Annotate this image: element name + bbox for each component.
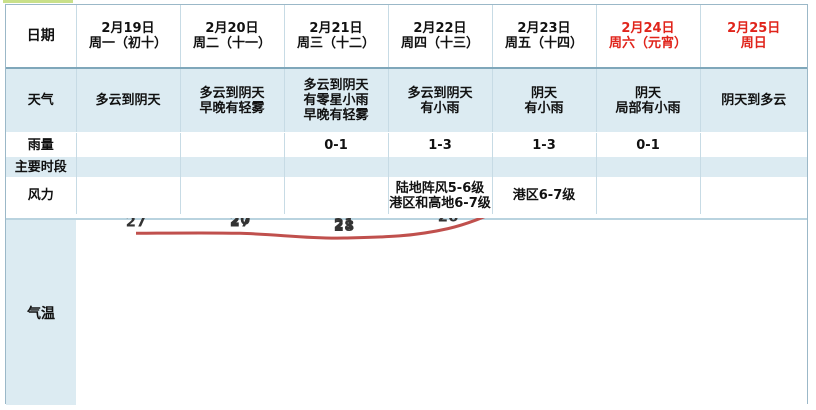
weather-text: 有零星小雨 — [303, 93, 369, 108]
main-time-cell — [284, 157, 389, 177]
rain-cell: 1-3 — [388, 132, 493, 157]
forecast-panel: 日期 2月19日 周一（初十） 2月20日 周二（十一） 2月21日 周三（十二） 2月22… — [5, 4, 808, 405]
top-accent-bar — [3, 0, 73, 3]
date-text: 2月23日 — [517, 21, 571, 36]
row-label-weather: 天气 — [6, 68, 77, 133]
weather-cell: 多云到阴天 有小雨 — [388, 68, 493, 133]
weather-text: 阴天到多云 — [721, 93, 787, 108]
weekday-text: 周四（十三） — [400, 36, 479, 51]
weather-cell: 阴天 有小雨 — [492, 68, 597, 133]
date-cell: 2月21日 周三（十二） — [284, 5, 389, 69]
rain-cell — [76, 132, 181, 157]
weather-text: 多云到阴天 — [199, 85, 265, 101]
rain-cell — [180, 132, 285, 157]
wind-text: 陆地阵风5-6级 — [395, 180, 485, 196]
weather-text: 有小雨 — [420, 100, 460, 116]
date-text: 2月19日 — [101, 21, 155, 36]
weather-cell: 多云到阴天 有零星小雨 早晚有轻雾 — [284, 68, 389, 133]
wind-text: 港区6-7级 — [512, 188, 576, 203]
date-row: 日期 2月19日 周一（初十） 2月20日 周二（十一） 2月21日 周三（十二） 2月22… — [6, 5, 807, 69]
forecast-table: 日期 2月19日 周一（初十） 2月20日 周二（十一） 2月21日 周三（十二） 2月22… — [6, 5, 807, 214]
rain-row: 雨量 0-1 1-3 1-3 0-1 — [6, 132, 807, 157]
wind-cell — [76, 177, 181, 214]
rain-cell: 1-3 — [492, 132, 597, 157]
weekday-text: 周三（十二） — [296, 36, 375, 51]
row-label-rain: 雨量 — [6, 132, 77, 157]
weekday-text: 周日 — [740, 36, 767, 51]
rain-cell: 0-1 — [284, 132, 389, 157]
wind-cell — [700, 177, 807, 214]
wind-text: 港区和高地6-7级 — [389, 195, 491, 211]
temperature-chart: 2727282618 (15)1515202118121211 — [126, 218, 486, 240]
weather-cell: 多云到阴天 — [76, 68, 181, 133]
weather-cell: 阴天 局部有小雨 — [596, 68, 701, 133]
main-time-cell — [492, 157, 597, 177]
rain-cell — [700, 132, 807, 157]
weather-row: 天气 多云到阴天 多云到阴天 早晚有轻雾 多云到阴天 有零星小雨 早晚有轻雾 多云到阴天 有小… — [6, 68, 807, 133]
weather-text: 早晚有轻雾 — [199, 100, 265, 116]
main-time-cell — [700, 157, 807, 177]
weather-text: 阴天 — [634, 85, 661, 101]
low-temp-label: 21 — [334, 218, 355, 233]
weekday-text: 周一（初十） — [88, 36, 167, 51]
date-cell: 2月24日 周六（元宵） — [596, 5, 701, 69]
wind-row: 风力 陆地阵风5-6级 港区和高地6-7级 港区6-7级 — [6, 177, 807, 214]
high-temp-label: 26 — [438, 218, 459, 226]
date-cell: 2月20日 周二（十一） — [180, 5, 285, 69]
date-cell: 2月22日 周四（十三） — [388, 5, 493, 69]
date-cell: 2月25日 周日 — [700, 5, 807, 69]
row-label-main-time: 主要时段 — [6, 157, 77, 177]
rain-cell: 0-1 — [596, 132, 701, 157]
weather-text: 早晚有轻雾 — [303, 108, 369, 123]
temperature-area: 气温 — [6, 218, 807, 405]
high-temp-label: 27 — [126, 218, 147, 230]
main-time-cell — [388, 157, 493, 177]
date-text: 2月25日 — [727, 21, 781, 36]
main-time-cell — [76, 157, 181, 177]
date-text: 2月24日 — [621, 21, 675, 36]
wind-cell: 陆地阵风5-6级 港区和高地6-7级 — [388, 177, 493, 214]
weekday-text: 周二（十一） — [192, 36, 271, 51]
high-temp-label: 28 — [334, 218, 355, 235]
row-label-date: 日期 — [6, 5, 77, 69]
main-time-row: 主要时段 — [6, 157, 807, 177]
date-text: 2月22日 — [413, 21, 467, 36]
weather-text: 有小雨 — [524, 100, 564, 116]
weekday-text: 周六（元宵） — [608, 36, 687, 51]
weather-text: 多云到阴天 — [407, 85, 473, 101]
date-cell: 2月19日 周一（初十） — [76, 5, 181, 69]
low-temp-label: 18 — [438, 218, 459, 219]
high-temp-line — [135, 218, 486, 240]
high-temp-label: 27 — [230, 218, 251, 230]
weather-cell: 多云到阴天 早晚有轻雾 — [180, 68, 285, 133]
wind-cell — [596, 177, 701, 214]
wind-cell — [284, 177, 389, 214]
wind-cell — [180, 177, 285, 214]
row-label-wind: 风力 — [6, 177, 77, 214]
row-label-temp: 气温 — [6, 220, 76, 405]
main-time-cell — [596, 157, 701, 177]
weather-text: 局部有小雨 — [615, 100, 681, 116]
date-text: 2月20日 — [205, 21, 259, 36]
weather-text: 阴天 — [530, 85, 557, 101]
weather-cell: 阴天到多云 — [700, 68, 807, 133]
weekday-text: 周五（十四） — [504, 36, 583, 51]
date-cell: 2月23日 周五（十四） — [492, 5, 597, 69]
main-time-cell — [180, 157, 285, 177]
weather-text: 多云到阴天 — [95, 93, 161, 108]
date-text: 2月21日 — [309, 21, 363, 36]
low-temp-label: 20 — [230, 218, 251, 228]
wind-cell: 港区6-7级 — [492, 177, 597, 214]
weather-text: 多云到阴天 — [303, 78, 369, 93]
